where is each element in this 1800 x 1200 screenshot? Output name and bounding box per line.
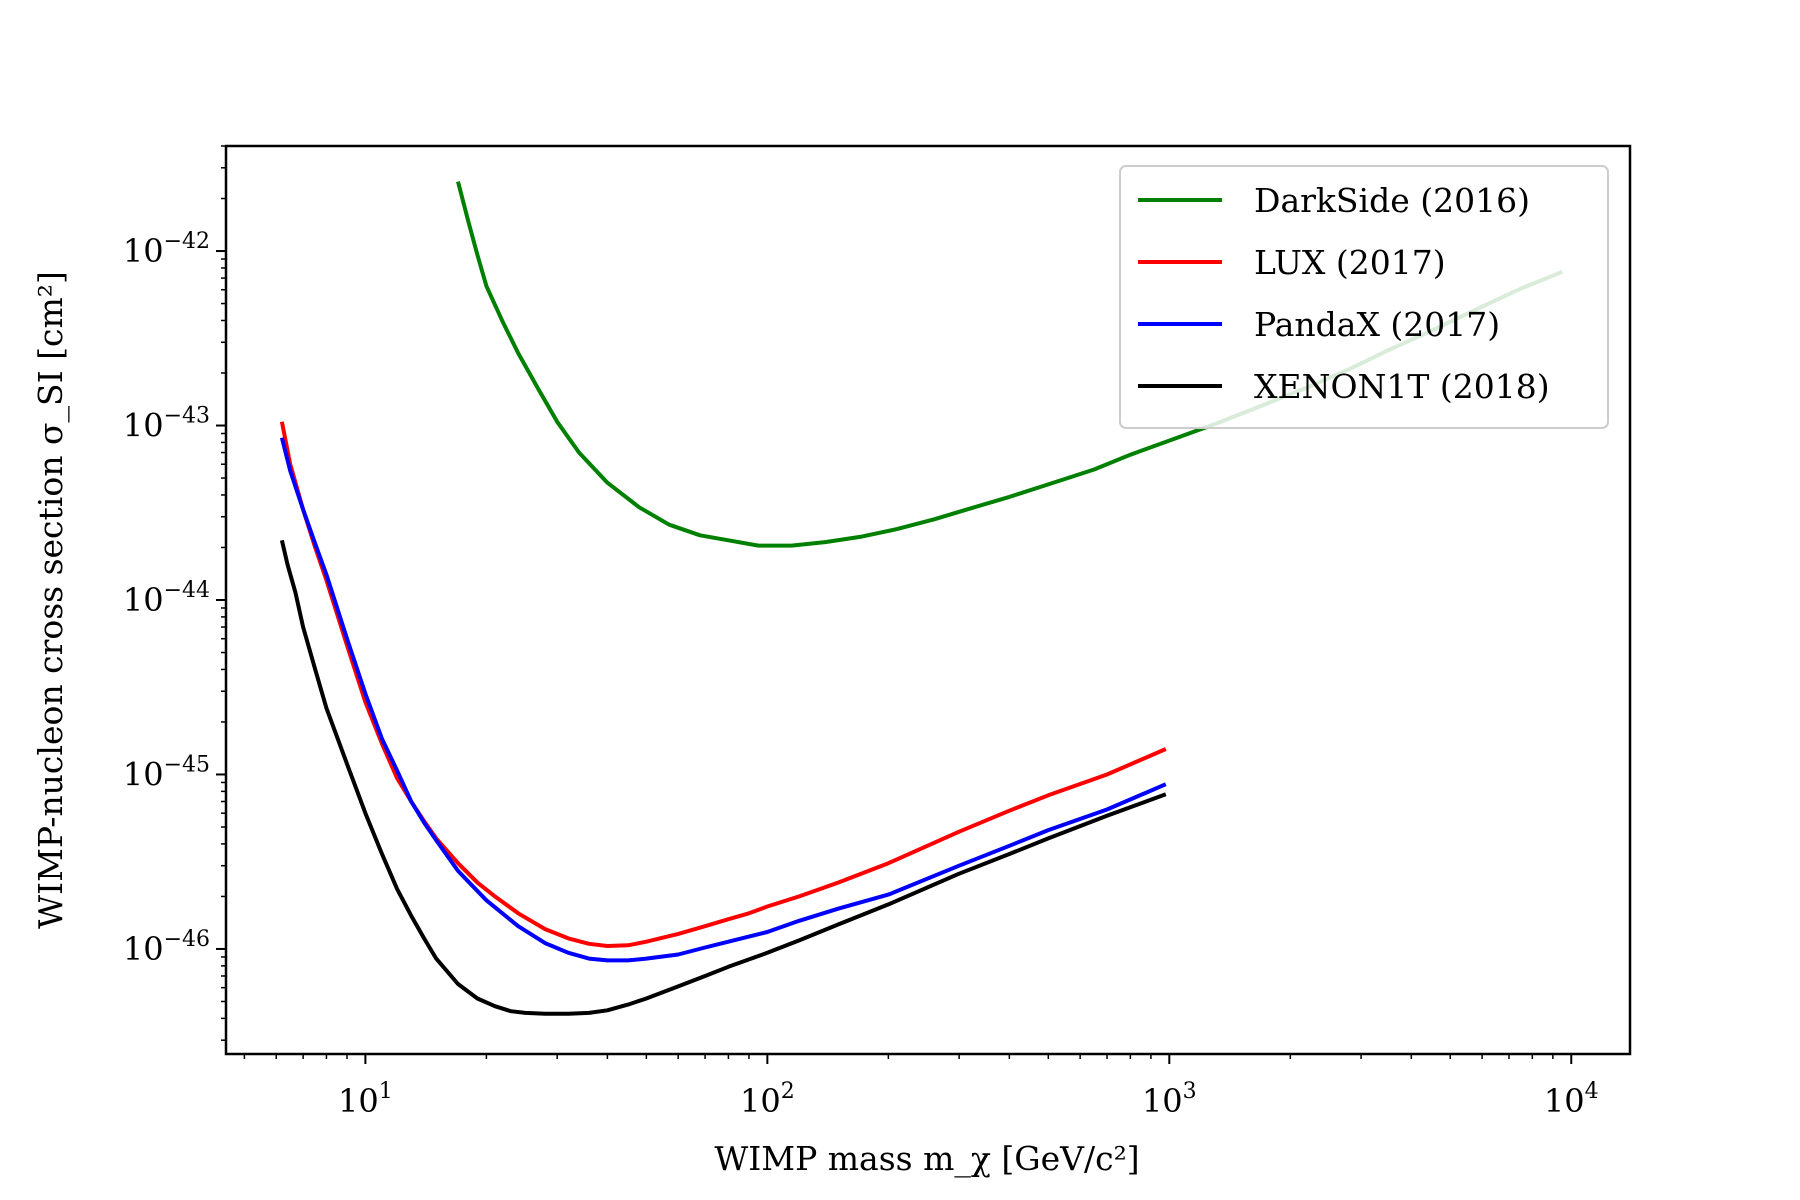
plot-frame xyxy=(224,144,1632,1056)
x-tick-label: 102 xyxy=(740,1079,795,1120)
series-line-2 xyxy=(279,437,1167,963)
legend-label: DarkSide (2016) xyxy=(1254,181,1530,220)
y-tick-label: 10−43 xyxy=(123,404,210,445)
x-tick-label: 101 xyxy=(338,1079,393,1120)
y-tick-label: 10−45 xyxy=(123,752,210,793)
x-tick-label: 104 xyxy=(1544,1079,1599,1120)
y-axis-label: WIMP-nucleon cross section σ_SI [cm²] xyxy=(31,271,71,929)
x-axis-label: WIMP mass m_χ [GeV/c²] xyxy=(714,1139,1139,1179)
y-tick-label: 10−46 xyxy=(123,927,210,968)
series-line-3 xyxy=(279,539,1167,1016)
y-tick-labels: 10−42 10−43 10−44 10−45 10−46 xyxy=(123,229,210,968)
x-tick-labels: 101 102 103 104 xyxy=(338,1079,1599,1120)
legend-label: XENON1T (2018) xyxy=(1254,367,1550,406)
legend-label: LUX (2017) xyxy=(1254,243,1446,282)
x-tick-label: 103 xyxy=(1142,1079,1197,1120)
legend-label: PandaX (2017) xyxy=(1254,305,1500,344)
legend: DarkSide (2016) LUX (2017) PandaX (2017) XE… xyxy=(1119,165,1609,429)
legend-box xyxy=(1119,165,1609,429)
y-tick-label: 10−42 xyxy=(123,229,210,270)
y-tick-label: 10−44 xyxy=(123,578,210,619)
series-line-1 xyxy=(279,421,1167,948)
